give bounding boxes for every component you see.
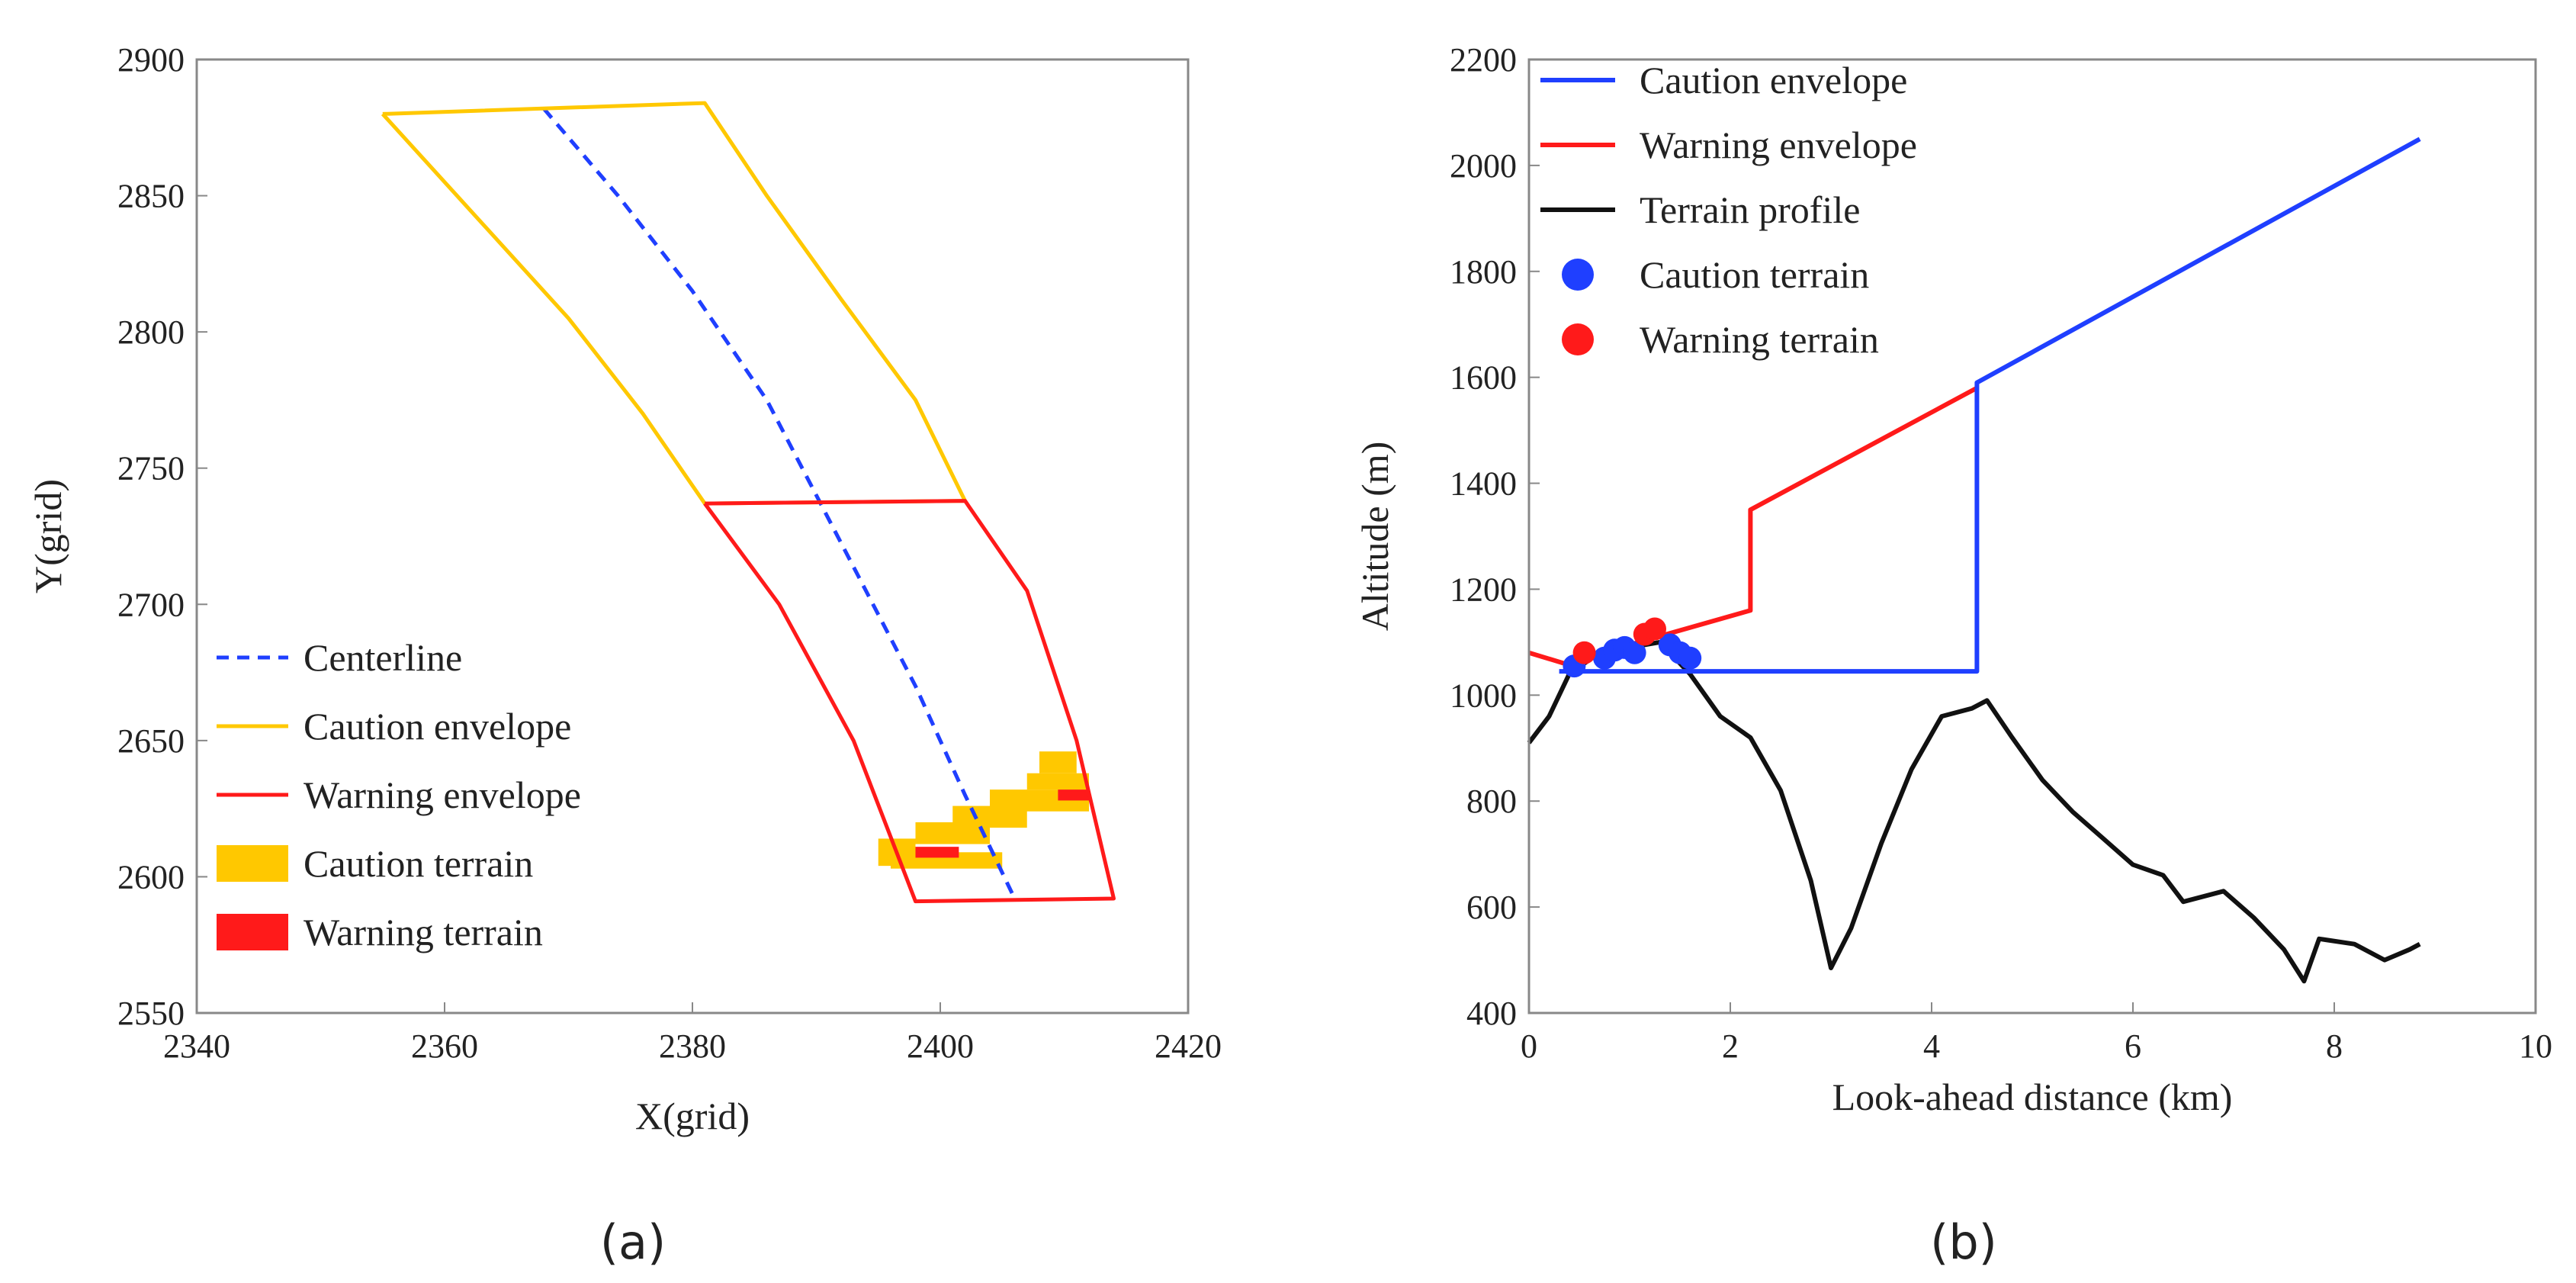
warning-terrain-cell: [1058, 789, 1089, 801]
caution-envelope-line: [1559, 137, 2421, 674]
legend-label-caution-terrain: Caution terrain: [1640, 253, 1869, 296]
panel-a-caption: (a): [600, 1214, 666, 1270]
panel-b-ytick-label: 400: [1466, 995, 1517, 1032]
panel-b-ytick-label: 1400: [1450, 465, 1517, 503]
legend-label-warning-envelope: Warning envelope: [304, 773, 581, 816]
panel-a-xtick-label: 2420: [1155, 1027, 1222, 1065]
caution-terrain-cell: [1039, 751, 1077, 773]
panel-b-ytick-label: 1000: [1450, 677, 1517, 714]
panel-a-ytick-label: 2800: [117, 314, 185, 351]
panel-a-ytick-label: 2650: [117, 722, 185, 760]
panel-b-caption: (b): [1930, 1214, 1997, 1270]
panel-b-xtick-label: 8: [2326, 1027, 2343, 1065]
legend-label-warning-terrain: Warning terrain: [304, 911, 543, 953]
panel-b-ylabel: Altitude (m): [1354, 442, 1396, 632]
panel-b-xtick-label: 0: [1521, 1027, 1537, 1065]
legend-label-terrain-profile: Terrain profile: [1640, 188, 1860, 231]
panel-a-ytick-label: 2700: [117, 586, 185, 623]
panel-a-plot-area: [381, 101, 1116, 904]
panel-a-ytick-label: 2600: [117, 858, 185, 896]
panel-a-ytick-label: 2750: [117, 450, 185, 487]
panel-b-xtick-label: 4: [1923, 1027, 1940, 1065]
legend-label-centerline: Centerline: [304, 636, 462, 679]
panel-a-xtick-label: 2360: [411, 1027, 478, 1065]
panel-b-ytick-label: 800: [1466, 783, 1517, 820]
warning-terrain-point: [1572, 641, 1596, 664]
panel-b-ytick-label: 2200: [1450, 41, 1517, 79]
panel-b-ytick-label: 600: [1466, 889, 1517, 926]
legend-swatch-caution-terrain: [1562, 259, 1594, 291]
legend-label-caution-envelope: Caution envelope: [304, 705, 571, 748]
panel-b-xtick-label: 6: [2125, 1027, 2141, 1065]
panel-a-ticks: 2340 2360 2380 2400 2420 2550 2600 2650 2700 2750…: [117, 41, 1222, 1065]
panel-a: 2340 2360 2380 2400 2420 2550 2600 2650 2700 2750…: [27, 41, 1222, 1270]
panel-b-ytick-label: 1200: [1450, 571, 1517, 608]
legend-label-caution-envelope: Caution envelope: [1640, 59, 1907, 101]
panel-b-ticks: 0 2 4 6 8 10 400 600 800 1000 1200 1400 1600 1800 2000…: [1450, 41, 2552, 1065]
panel-b: 0 2 4 6 8 10 400 600 800 1000 1200 1400 1600 1800 2000…: [1354, 41, 2552, 1270]
legend-swatch-caution-terrain: [217, 845, 288, 882]
caution-envelope-line: [381, 101, 967, 506]
panel-b-ytick-label: 1600: [1450, 359, 1517, 397]
panel-a-ytick-label: 2850: [117, 178, 185, 215]
legend-label-warning-terrain: Warning terrain: [1640, 318, 1879, 361]
panel-b-ytick-label: 1800: [1450, 253, 1517, 291]
caution-terrain-point: [1623, 641, 1646, 664]
panel-a-ylabel: Y(grid): [27, 479, 69, 593]
caution-terrain-point: [1678, 646, 1702, 670]
warning-terrain-cell: [915, 847, 959, 858]
panel-b-plot-area: [1527, 137, 2421, 984]
warning-terrain-point: [1643, 617, 1666, 641]
panel-b-frame: [1527, 58, 2537, 1015]
panel-a-legend: Centerline Caution envelope Warning envelo…: [217, 636, 581, 953]
legend-swatch-warning-terrain: [1562, 323, 1594, 355]
panel-a-xtick-label: 2380: [659, 1027, 726, 1065]
warning-envelope-line: [1528, 385, 1978, 666]
panel-b-legend: Caution envelope Warning envelope Terrain …: [1540, 59, 1917, 361]
warning-envelope-line: [703, 499, 1116, 904]
panel-b-ytick-label: 2000: [1450, 147, 1517, 185]
panel-b-xtick-label: 10: [2519, 1027, 2552, 1065]
centerline-line: [542, 107, 1017, 900]
legend-label-warning-envelope: Warning envelope: [1640, 124, 1917, 166]
panel-a-ytick-label: 2550: [117, 995, 185, 1032]
panel-a-xlabel: X(grid): [635, 1095, 750, 1137]
legend-label-caution-terrain: Caution terrain: [304, 842, 533, 885]
panel-b-xtick-label: 2: [1722, 1027, 1739, 1065]
panel-a-xtick-label: 2400: [907, 1027, 974, 1065]
panel-a-xtick-label: 2340: [163, 1027, 230, 1065]
panel-b-xlabel: Look-ahead distance (km): [1832, 1076, 2233, 1118]
terrain-profile-line: [1527, 639, 2421, 984]
caution-terrain-cell: [1026, 773, 1089, 790]
panel-a-ytick-label: 2900: [117, 41, 185, 79]
legend-swatch-warning-terrain: [217, 914, 288, 950]
